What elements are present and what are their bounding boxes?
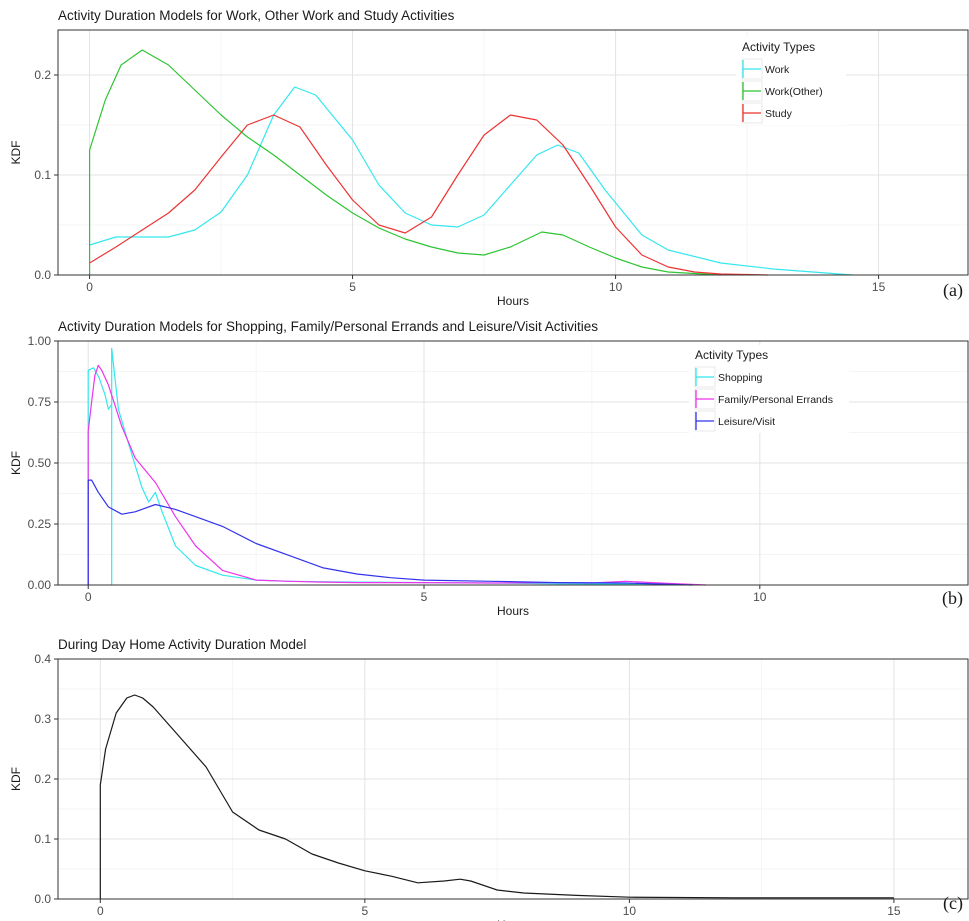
y-tick-label: 0.1 bbox=[34, 832, 51, 846]
plot-border bbox=[57, 29, 969, 276]
y-axis-label: KDF bbox=[9, 767, 23, 791]
chart-a-svg: 0 5 10 15 0.0 0.1 0.2 Hours KDF Activity Types Wor… bbox=[9, 29, 969, 308]
y-tick-label: 0.50 bbox=[28, 456, 52, 470]
legend-background bbox=[689, 345, 849, 433]
chart-b-svg: 0 5 10 0.00 0.25 0.50 0.75 1.00 Hours KDF Activity… bbox=[9, 334, 969, 618]
series-group bbox=[88, 49, 853, 276]
chart-c-svg: 0 5 10 15 0.0 0.1 0.2 0.3 0.4 Hours KDF bbox=[9, 652, 969, 921]
legend-label: Leisure/Visit bbox=[718, 416, 775, 428]
y-tick-label: 0.0 bbox=[34, 892, 51, 906]
y-tick-label: 0.00 bbox=[28, 578, 52, 592]
x-tick-label: 15 bbox=[887, 904, 901, 918]
legend-title: Activity Types bbox=[742, 40, 815, 54]
series-line-study bbox=[89, 114, 769, 276]
panel-tag: (a) bbox=[943, 280, 963, 300]
legend: Activity Types Work Work(Other) Study bbox=[736, 37, 846, 125]
series-line-work-other- bbox=[88, 49, 721, 276]
major-grid bbox=[58, 658, 968, 900]
panel-tag: (c) bbox=[943, 893, 963, 913]
legend-label: Work bbox=[765, 64, 790, 76]
legend-label: Work(Other) bbox=[765, 86, 823, 98]
legend-label: Shopping bbox=[718, 372, 763, 384]
y-tick-label: 0.75 bbox=[28, 395, 52, 409]
panel-tag: (b) bbox=[942, 588, 963, 608]
y-tick-label: 0.1 bbox=[34, 168, 51, 182]
chart-panel-c: During Day Home Activity Duration Model … bbox=[0, 637, 969, 921]
x-tick-label: 0 bbox=[85, 590, 92, 604]
chart-panel-b: Activity Duration Models for Shopping, F… bbox=[0, 319, 969, 624]
legend: Activity Types Shopping Family/Personal Er… bbox=[689, 345, 849, 433]
chart-panel-a: Activity Duration Models for Work, Other… bbox=[0, 8, 969, 308]
x-tick-label: 5 bbox=[362, 904, 369, 918]
legend-label: Family/Personal Errands bbox=[718, 394, 833, 406]
x-tick-label: 5 bbox=[421, 590, 428, 604]
y-tick-label: 0.2 bbox=[34, 68, 51, 82]
y-tick-label: 0.3 bbox=[34, 712, 51, 726]
x-tick-label: 5 bbox=[349, 280, 356, 294]
y-tick-label: 1.00 bbox=[28, 334, 52, 348]
y-tick-label: 0.2 bbox=[34, 772, 51, 786]
y-tick-label: 0.25 bbox=[28, 517, 52, 531]
chart-title: During Day Home Activity Duration Model bbox=[58, 637, 307, 652]
series-line-home bbox=[99, 694, 894, 899]
x-tick-label: 10 bbox=[753, 590, 767, 604]
series-line-family-personal-errands bbox=[87, 364, 707, 586]
series-group bbox=[99, 694, 894, 899]
chart-title: Activity Duration Models for Shopping, F… bbox=[58, 319, 598, 334]
legend-title: Activity Types bbox=[695, 348, 768, 362]
x-axis-label: Hours bbox=[497, 918, 529, 921]
series-line-shopping bbox=[87, 347, 693, 586]
chart-title: Activity Duration Models for Work, Other… bbox=[58, 8, 455, 23]
x-axis-label: Hours bbox=[497, 294, 529, 308]
y-tick-label: 0.4 bbox=[34, 652, 51, 666]
x-tick-label: 0 bbox=[86, 280, 93, 294]
y-tick-label: 0.0 bbox=[34, 268, 51, 282]
x-tick-label: 10 bbox=[623, 904, 637, 918]
x-tick-label: 0 bbox=[97, 904, 104, 918]
legend-label: Study bbox=[765, 108, 793, 120]
x-tick-label: 10 bbox=[609, 280, 623, 294]
series-group bbox=[87, 347, 707, 586]
y-axis-label: KDF bbox=[9, 141, 23, 165]
x-axis-label: Hours bbox=[497, 604, 529, 618]
series-line-work bbox=[89, 86, 853, 276]
y-axis-label: KDF bbox=[9, 451, 23, 475]
series-line-leisure-visit bbox=[87, 479, 693, 586]
x-tick-label: 15 bbox=[872, 280, 886, 294]
